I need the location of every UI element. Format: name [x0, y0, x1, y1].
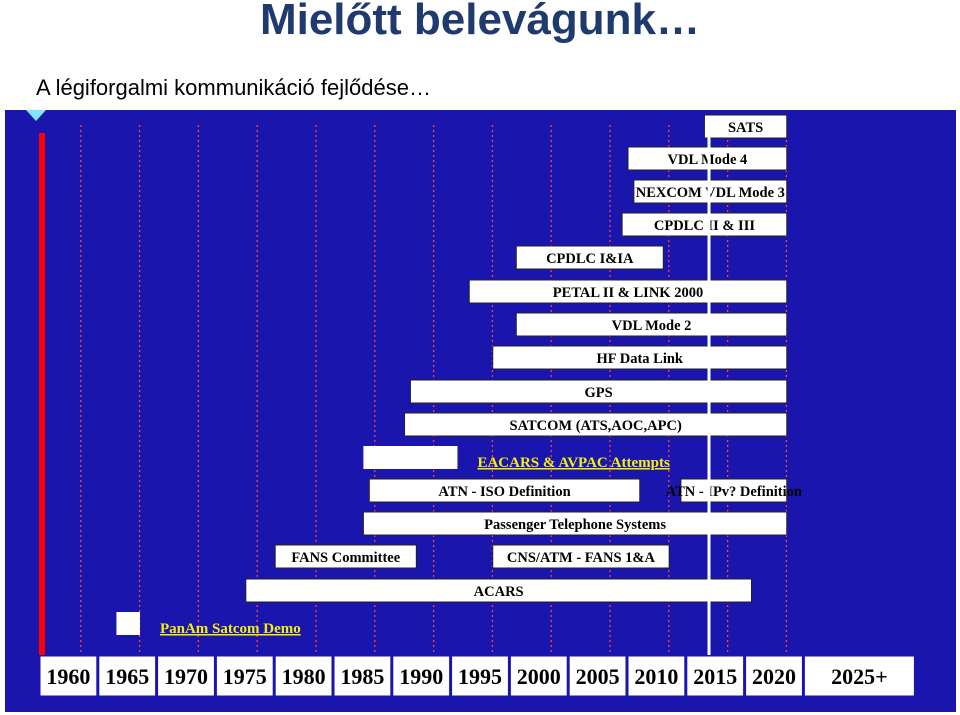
- bar-label: ACARS: [474, 584, 524, 600]
- timeline-bar: [492, 345, 788, 370]
- year-axis: 1960 1965 1970 1975 1980 1985 1990 1995 2000 2005…: [39, 655, 915, 697]
- timeline-bar: [680, 478, 788, 503]
- tick-box: [215, 655, 274, 697]
- tick-box: [568, 655, 627, 697]
- timeline-bar: [515, 312, 788, 337]
- tick-box: [333, 655, 392, 697]
- tick-label: 1965: [105, 664, 149, 689]
- tick-label: 1980: [282, 664, 326, 689]
- bar-label: HF Data Link: [597, 351, 684, 367]
- tick-box: [274, 655, 333, 697]
- bar-label: PETAL II & LINK 2000: [553, 285, 703, 301]
- bar-label: SATS: [728, 120, 763, 136]
- current-year-marker-layer: [26, 110, 711, 655]
- tick-box: [627, 655, 686, 697]
- timeline-bar: [245, 578, 752, 603]
- timeline-bar: [468, 279, 788, 304]
- tick-label: 2020: [752, 664, 796, 689]
- tick-box: [803, 655, 915, 697]
- timeline-bar: [274, 544, 417, 569]
- bar-label: VDL Mode 4: [668, 152, 748, 168]
- tick-label: 1990: [399, 664, 443, 689]
- bar-label: CPDLC I&IA: [546, 251, 634, 267]
- tick-label: 1995: [458, 664, 502, 689]
- timeline-bar: [492, 544, 670, 569]
- page-subtitle: A légiforgalmi kommunikáció fejlődése…: [36, 75, 431, 100]
- bar-external-label: EACARS & AVPAC Attempts: [477, 455, 670, 471]
- tick-box: [451, 655, 509, 697]
- tick-box: [98, 655, 157, 697]
- tick-label: 1960: [46, 664, 90, 689]
- tick-label: 2025+: [831, 664, 888, 689]
- tick-box: [39, 655, 98, 697]
- bar-label: FANS Committee: [291, 550, 400, 566]
- bar-label: CNS/ATM - FANS 1&A: [507, 550, 656, 566]
- tick-label: 2005: [576, 664, 620, 689]
- tick-box: [509, 655, 568, 697]
- tick-label: 2000: [517, 664, 561, 689]
- tick-box: [392, 655, 451, 697]
- timeline-bar: [621, 212, 788, 237]
- tick-box: [686, 655, 745, 697]
- tick-label: 2010: [634, 664, 678, 689]
- timeline-bar: [362, 511, 788, 536]
- bar-label: ATN - ISO Definition: [438, 484, 570, 500]
- timeline-bar: [363, 446, 458, 469]
- corner-triangle: [26, 110, 46, 121]
- tick-label: 1985: [340, 664, 384, 689]
- chart-background: [5, 110, 956, 712]
- bar-label: CPDLC II & III: [654, 218, 755, 234]
- tick-label: 1975: [223, 664, 267, 689]
- timeline-bar: [116, 612, 140, 635]
- tick-label: 1970: [164, 664, 208, 689]
- bar-label: GPS: [584, 385, 612, 401]
- bar-label: Passenger Telephone Systems: [484, 517, 666, 533]
- page-title: Mielőtt belevágunk…: [259, 0, 701, 44]
- tick-box: [157, 655, 215, 697]
- bar-external-label: PanAm Satcom Demo: [160, 621, 301, 637]
- tick-box: [745, 655, 803, 697]
- timeline-bar: [627, 146, 788, 171]
- timeline-bar: [368, 478, 641, 503]
- bar-label: ATN - IPv? Definition: [666, 484, 802, 500]
- timeline-bar: [404, 412, 788, 437]
- timeline-bar: [515, 245, 664, 270]
- timeline-bar: [703, 114, 788, 139]
- timeline-bar: [409, 379, 788, 404]
- bar-label: VDL Mode 2: [612, 318, 692, 334]
- tick-label: 2015: [693, 664, 737, 689]
- bar-label: SATCOM (ATS,AOC,APC): [510, 418, 682, 434]
